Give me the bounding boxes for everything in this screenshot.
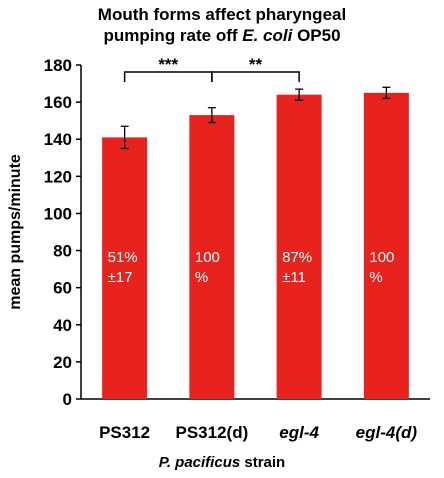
bar-label: 51% bbox=[108, 249, 138, 266]
bar bbox=[189, 115, 235, 399]
chart-title-suffix: OP50 bbox=[292, 26, 341, 45]
bar-label: 100 bbox=[195, 249, 220, 266]
bar-label: ±17 bbox=[108, 269, 133, 286]
significance-label: *** bbox=[158, 55, 178, 74]
chart-title: Mouth forms affect pharyngeal pumping ra… bbox=[0, 4, 444, 46]
chart-title-italic: E. coli bbox=[242, 26, 293, 45]
category-label: PS312(d) bbox=[176, 423, 249, 442]
bar-label: 100 bbox=[369, 249, 394, 266]
y-tick-label: 100 bbox=[44, 204, 72, 223]
bar-label: ±11 bbox=[282, 269, 306, 286]
significance-bracket bbox=[211, 71, 300, 82]
x-axis-title-italic: P. pacificus bbox=[158, 454, 241, 471]
y-axis-title: mean pumps/minute bbox=[7, 154, 24, 310]
chart-title-prefix: pumping rate off bbox=[103, 26, 243, 45]
significance-label: ** bbox=[249, 55, 263, 74]
y-tick-label: 140 bbox=[44, 130, 72, 149]
bar-label: % bbox=[195, 269, 208, 286]
bar bbox=[276, 94, 322, 399]
category-label: egl-4 bbox=[279, 423, 319, 442]
bar bbox=[102, 137, 148, 399]
y-tick-label: 80 bbox=[53, 242, 72, 261]
bar-label: % bbox=[369, 269, 382, 286]
y-tick-label: 40 bbox=[53, 316, 72, 335]
y-tick-label: 0 bbox=[63, 390, 72, 409]
y-tick-label: 180 bbox=[44, 56, 72, 75]
bar bbox=[363, 92, 409, 399]
bar-label: 87% bbox=[282, 249, 312, 266]
category-label: PS312 bbox=[99, 423, 150, 442]
chart-title-line2: pumping rate off E. coli OP50 bbox=[0, 25, 444, 46]
y-tick-label: 160 bbox=[44, 93, 72, 112]
y-tick-label: 60 bbox=[53, 279, 72, 298]
chart-title-line1: Mouth forms affect pharyngeal bbox=[97, 5, 347, 24]
x-axis-title-suffix: strain bbox=[240, 454, 286, 471]
category-label: egl-4(d) bbox=[356, 423, 418, 442]
y-tick-label: 20 bbox=[53, 353, 72, 372]
y-tick-label: 120 bbox=[44, 167, 72, 186]
x-axis-title: P. pacificus strain bbox=[0, 454, 444, 471]
